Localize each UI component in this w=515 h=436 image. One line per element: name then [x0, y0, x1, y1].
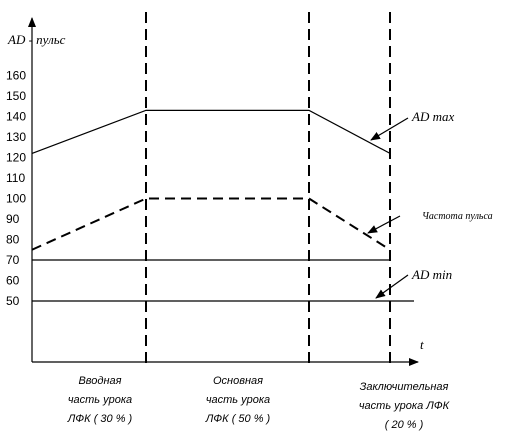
series-label-0: AD max [411, 109, 454, 124]
phase-label-2-line-1: часть урока ЛФК [359, 400, 450, 412]
series-line-0 [31, 109, 391, 154]
phase-labels: Вводная часть урока ЛФК ( 30 % ) Основная ча… [67, 375, 450, 431]
series-label-2: AD min [411, 267, 452, 282]
series-lines [31, 109, 414, 302]
y-tick-label: 60 [6, 274, 20, 288]
phase-label-1-line-0: Основная [213, 375, 263, 387]
y-tick-label: 90 [6, 212, 20, 226]
y-tick-label: 50 [6, 294, 20, 308]
series-line-1 [31, 197, 391, 251]
y-tick-label: 80 [6, 233, 20, 247]
y-tick-label: 110 [6, 171, 25, 185]
x-axis-label: t [420, 337, 424, 352]
phase-label-2-line-2: ( 20 % ) [385, 419, 424, 431]
phase-label-0-line-2: ЛФК ( 30 % ) [67, 413, 133, 425]
series-label-1: Частота пульса [422, 211, 493, 222]
annotation-arrow-2 [375, 274, 409, 299]
y-tick-labels: 50 60 70 80 90 100 110 120 130 140 150 160 [6, 69, 26, 309]
y-tick-label: 130 [6, 130, 26, 144]
annotations: AD max Частота пульса AD min [367, 109, 493, 299]
y-tick-label: 120 [6, 151, 26, 165]
phase-label-1-line-1: часть урока [206, 394, 270, 406]
axes [28, 17, 419, 366]
annotation-arrow-1 [367, 215, 401, 234]
y-axis-label: AD - пульс [7, 32, 66, 47]
y-tick-label: 140 [6, 110, 26, 124]
annotation-arrow-0 [370, 117, 409, 141]
y-tick-label: 100 [6, 192, 26, 206]
phase-dividers [145, 12, 391, 368]
y-tick-label: 70 [6, 253, 20, 267]
phase-label-0-line-1: часть урока [68, 394, 132, 406]
y-tick-label: 160 [6, 69, 26, 83]
phase-label-2-line-0: Заключительная [360, 381, 449, 393]
y-tick-label: 150 [6, 89, 26, 103]
phase-label-1-line-2: ЛФК ( 50 % ) [205, 413, 271, 425]
phase-label-0-line-0: Вводная [78, 375, 121, 387]
